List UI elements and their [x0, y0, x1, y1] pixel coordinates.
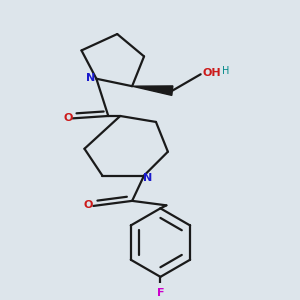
- Text: O: O: [63, 113, 73, 123]
- Text: F: F: [157, 288, 164, 298]
- Polygon shape: [132, 86, 173, 95]
- Text: N: N: [86, 73, 95, 82]
- Text: H: H: [222, 66, 230, 76]
- Text: N: N: [143, 173, 152, 183]
- Text: OH: OH: [202, 68, 221, 78]
- Text: O: O: [84, 200, 93, 210]
